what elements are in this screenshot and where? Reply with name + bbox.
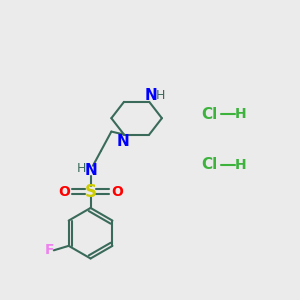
Text: N: N <box>117 134 130 148</box>
Text: O: O <box>111 184 123 199</box>
Text: O: O <box>58 184 70 199</box>
Text: H: H <box>235 107 247 121</box>
Text: N: N <box>144 88 157 103</box>
Text: Cl: Cl <box>201 107 218 122</box>
Text: H: H <box>235 158 247 172</box>
Text: Cl: Cl <box>201 158 218 172</box>
Text: H: H <box>76 162 86 175</box>
Text: F: F <box>45 243 54 257</box>
Text: H: H <box>156 89 165 102</box>
Text: N: N <box>84 163 97 178</box>
Text: S: S <box>85 183 97 201</box>
